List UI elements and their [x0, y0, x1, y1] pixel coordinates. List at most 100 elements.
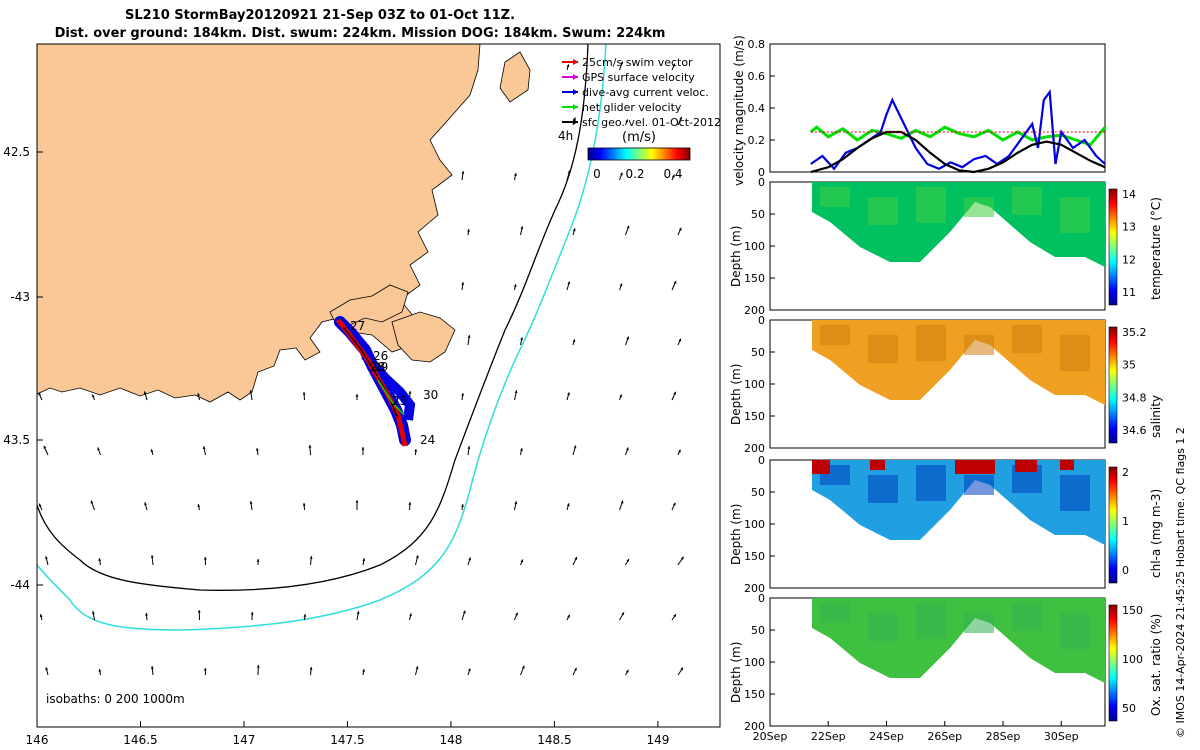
velocity-arrow-head	[621, 612, 624, 616]
day-label: 26	[373, 349, 388, 363]
section-data-patch	[1015, 460, 1037, 472]
velocity-arrow-head	[468, 557, 472, 561]
velocity-arrow-head	[309, 556, 313, 559]
map-y-tick-label: 42.5	[3, 145, 30, 159]
section-data-patch	[916, 325, 946, 361]
velocity-y-tick-label: 0	[758, 166, 765, 179]
velocity-arrow-head	[250, 612, 254, 615]
date-tick-label: 20Sep	[753, 730, 788, 743]
section-data-patch	[868, 613, 898, 641]
velocity-arrow-head	[678, 449, 681, 453]
depth-tick-label: 0	[758, 592, 765, 605]
date-tick-label: 24Sep	[869, 730, 904, 743]
velocity-arrow-head	[680, 667, 684, 671]
velocity-arrow-head	[143, 391, 147, 395]
velocity-y-tick-label: 0.2	[748, 134, 766, 147]
isobath-200m	[37, 44, 589, 591]
velocity-arrow-head	[572, 339, 576, 343]
velocity-panel: 0 0.2 0.4 0.6 0.8 velocity magnitude (m/s)	[732, 35, 1107, 186]
depth-tick-label: 50	[751, 208, 765, 221]
section-data-patch	[916, 465, 946, 501]
legend-swatch-head	[573, 119, 578, 125]
velocity-arrow-head	[514, 173, 517, 177]
colorbar-label: temperature (°C)	[1149, 197, 1163, 300]
colorbar-tick-label: 100	[1122, 653, 1143, 666]
velocity-arrow-head	[38, 503, 42, 507]
velocity-arrow-head	[574, 556, 578, 560]
section-data-patch	[868, 197, 898, 225]
map-y-tick-label: 43.5	[3, 433, 30, 447]
velocity-arrow-head	[625, 119, 629, 123]
velocity-arrow-head	[256, 559, 260, 562]
colorbar-tick-label: 35.2	[1122, 326, 1147, 339]
colorbar-tick-label: 12	[1122, 253, 1136, 266]
day-label: 28	[370, 360, 385, 374]
velocity-arrow-head	[408, 391, 412, 394]
depth-tick-label: 150	[744, 410, 765, 423]
section-data-patch	[916, 187, 946, 223]
velocity-arrow-head	[515, 612, 518, 616]
velocity-arrow-head	[573, 445, 577, 449]
velocity-arrow-head	[625, 447, 629, 451]
velocity-arrow-head	[619, 172, 623, 176]
depth-tick-label: 200	[744, 442, 765, 455]
velocity-arrow-head	[255, 448, 259, 451]
velocity-arrow-head	[620, 500, 624, 504]
velocity-arrow-head	[513, 284, 517, 288]
velocity-arrow-head	[249, 390, 253, 393]
velocity-arrow-head	[467, 446, 471, 449]
velocity-arrow-head	[98, 669, 102, 672]
chart-subtitle: Dist. over ground: 184km. Dist. swum: 22…	[54, 26, 666, 41]
section-data-patch	[964, 335, 994, 355]
velocity-arrow-head	[43, 445, 47, 449]
velocity-arrow-head	[39, 614, 43, 618]
velocity-arrow-head	[461, 393, 465, 396]
depth-tick-label: 200	[744, 304, 765, 317]
velocity-arrow-head	[514, 501, 518, 505]
day-label: 24	[420, 433, 435, 447]
depth-tick-label: 100	[744, 378, 765, 391]
map-x-tick-label: 149	[646, 733, 669, 747]
velocity-arrow-head	[150, 555, 154, 558]
colorbar-tick-label: 50	[1122, 702, 1136, 715]
velocity-arrow-head	[626, 558, 629, 562]
map-x-ticks: 146 146.5 147 147.5 148 148.5 149	[26, 721, 669, 747]
velocity-arrow-head	[566, 64, 570, 68]
velocity-arrow-head	[672, 174, 675, 178]
section-data-patch	[820, 325, 850, 345]
velocity-arrow-head	[679, 116, 682, 120]
section-data-patch	[964, 613, 994, 633]
velocity-arrow-head	[362, 669, 366, 672]
map-y-tick-label: -43	[10, 290, 30, 304]
velocity-arrow-head	[620, 61, 624, 65]
scale-label: 4h	[558, 129, 573, 143]
velocity-ylabel: velocity magnitude (m/s)	[732, 35, 746, 186]
section-colorbar	[1108, 466, 1118, 584]
velocity-arrow-head	[45, 556, 48, 560]
section-colorbar	[1108, 188, 1118, 306]
colorbar-tick-label: 34.6	[1122, 424, 1147, 437]
section-data-patch	[1060, 197, 1090, 233]
velocity-arrow-head	[197, 610, 201, 613]
section-data-patch	[916, 603, 946, 639]
velocity-arrow-head	[409, 613, 412, 617]
colorbar-tick-label: 13	[1122, 221, 1136, 234]
section-data-patch	[812, 460, 830, 474]
depth-tick-label: 100	[744, 518, 765, 531]
velocity-arrow-head	[625, 669, 629, 673]
section-data-patch	[820, 603, 850, 623]
velocity-series-line	[810, 130, 1106, 174]
section-colorbar	[1108, 326, 1118, 444]
glider-track	[334, 316, 416, 447]
section-data-patch	[870, 460, 885, 470]
velocity-arrow-head	[355, 500, 359, 503]
velocity-arrow-head	[197, 393, 200, 397]
map-x-tick-label: 147	[233, 733, 256, 747]
velocity-arrow-head	[673, 280, 677, 284]
depth-tick-label: 100	[744, 240, 765, 253]
depth-tick-label: 150	[744, 550, 765, 563]
section-panel: 0 50 100 150 200 Depth (m) 0 1 2 chl-a (mg m-3)	[729, 454, 1163, 595]
velocity-arrow-head	[415, 666, 419, 670]
section-panel: 0 50 100 150 200 Depth (m) 34.6 34.8 35 35.2 salin…	[729, 314, 1163, 455]
